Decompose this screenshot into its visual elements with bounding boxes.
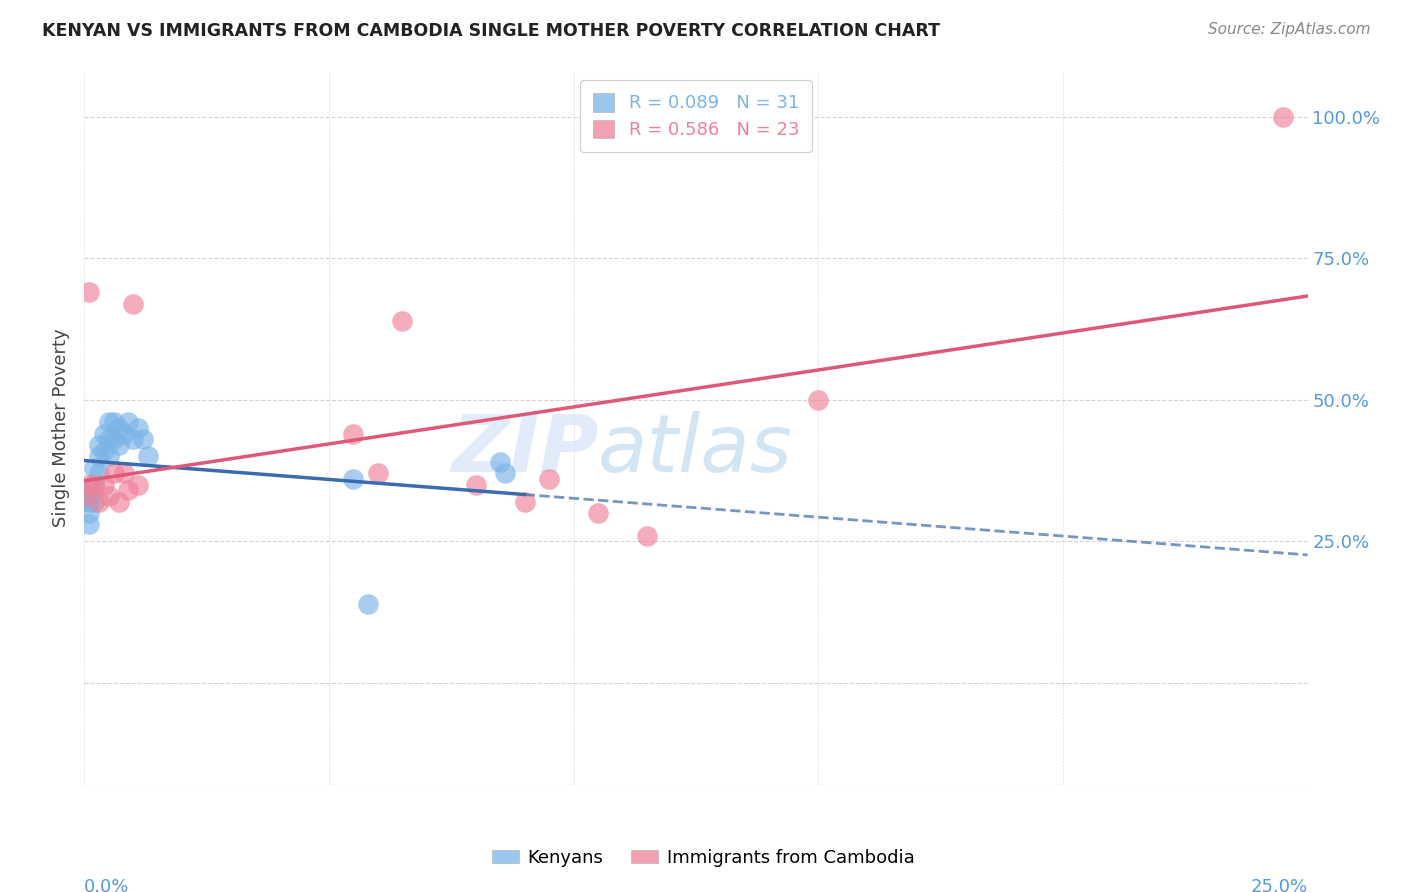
Point [97, 416, 120, 430]
Point [97, 450, 120, 464]
Point [77, 517, 100, 532]
Text: atlas: atlas [598, 410, 793, 489]
Point [464, 477, 486, 491]
Point [127, 477, 149, 491]
Point [342, 426, 364, 441]
Text: KENYAN VS IMMIGRANTS FROM CAMBODIA SINGLE MOTHER POVERTY CORRELATION CHART: KENYAN VS IMMIGRANTS FROM CAMBODIA SINGL… [42, 22, 941, 40]
Point [87, 467, 110, 481]
Point [117, 483, 139, 498]
Point [73, 491, 96, 506]
Point [97, 489, 120, 503]
Point [107, 495, 129, 509]
Point [342, 472, 364, 486]
Point [136, 450, 159, 464]
Point [77, 506, 100, 520]
Point [636, 529, 658, 543]
Point [93, 477, 115, 491]
Y-axis label: Single Mother Poverty: Single Mother Poverty [52, 329, 70, 527]
Point [103, 433, 125, 447]
Point [367, 467, 389, 481]
Point [77, 285, 100, 300]
Point [538, 472, 561, 486]
Point [107, 421, 129, 435]
Point [83, 495, 105, 509]
Point [83, 477, 105, 491]
Point [87, 438, 110, 452]
Point [77, 477, 100, 491]
Point [489, 455, 512, 469]
Point [103, 416, 125, 430]
Point [93, 426, 115, 441]
Point [83, 460, 105, 475]
Point [357, 597, 380, 611]
Point [97, 433, 120, 447]
Point [112, 467, 135, 481]
Point [73, 486, 96, 500]
Point [1272, 110, 1295, 124]
Point [122, 296, 145, 310]
Point [93, 443, 115, 458]
Point [117, 416, 139, 430]
Legend: R = 0.089   N = 31, R = 0.586   N = 23: R = 0.089 N = 31, R = 0.586 N = 23 [581, 80, 811, 152]
Point [77, 495, 100, 509]
Point [807, 392, 830, 407]
Point [107, 438, 129, 452]
Legend: Kenyans, Immigrants from Cambodia: Kenyans, Immigrants from Cambodia [484, 842, 922, 874]
Point [513, 495, 536, 509]
Point [87, 450, 110, 464]
Point [494, 467, 516, 481]
Point [83, 477, 105, 491]
Point [77, 489, 100, 503]
Text: Source: ZipAtlas.com: Source: ZipAtlas.com [1208, 22, 1371, 37]
Point [112, 426, 135, 441]
Point [103, 467, 125, 481]
Point [73, 489, 96, 503]
Text: 0.0%: 0.0% [84, 878, 129, 892]
Text: ZIP: ZIP [451, 410, 598, 489]
Point [132, 433, 155, 447]
Point [586, 506, 609, 520]
Point [391, 313, 413, 327]
Point [87, 495, 110, 509]
Text: 25.0%: 25.0% [1250, 878, 1308, 892]
Point [122, 433, 145, 447]
Point [127, 421, 149, 435]
